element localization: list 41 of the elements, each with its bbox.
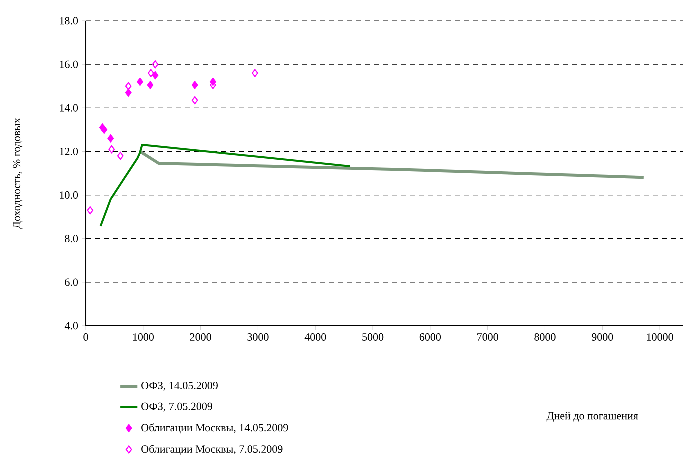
x-tick-label: 2000	[190, 334, 212, 341]
point	[152, 71, 159, 80]
point	[147, 81, 154, 90]
legend-label: ОФЗ, 14.05.2009	[142, 382, 218, 392]
y-tick-label: 6.0	[65, 278, 78, 286]
point	[148, 69, 154, 78]
point	[137, 78, 144, 86]
y-tick-label: 12.0	[60, 148, 78, 156]
point	[125, 88, 132, 97]
x-tick-label: 1000	[133, 334, 154, 341]
x-tick-label: 7000	[478, 334, 498, 341]
legend-label: ОФЗ, 7.05.2009	[142, 402, 212, 412]
x-tick-label: 3000	[248, 334, 269, 341]
y-tick-label: 10.0	[60, 192, 78, 200]
point	[87, 206, 94, 215]
point	[125, 82, 132, 90]
x-tick-label: 6000	[420, 334, 442, 341]
x-tick-label: 8000	[534, 334, 556, 341]
y-tick-label: 4.0	[64, 322, 78, 330]
y-tick-label: 8.0	[65, 235, 78, 243]
x-tick-label: 5000	[362, 334, 384, 341]
point	[252, 69, 258, 78]
point	[108, 134, 114, 143]
y-tick-label: 14.0	[60, 104, 78, 112]
x-tick-label: 9000	[592, 334, 614, 341]
point	[152, 60, 159, 69]
point	[108, 145, 116, 154]
legend-label: Облигации Москвы, 14.05.2009	[142, 424, 288, 434]
y-tick-label: 16.0	[60, 60, 78, 68]
y-axis-title: Доходность, % годовых	[13, 118, 23, 229]
line-series	[138, 150, 646, 180]
x-tick-label: 0	[84, 334, 88, 341]
point	[117, 152, 124, 160]
x-tick-label: 4000	[304, 334, 326, 341]
y-tick-label: 18.0	[60, 17, 78, 25]
x-tick-label: 10000	[647, 334, 674, 341]
legend-label: Облигации Москвы, 7.05.2009	[142, 445, 283, 456]
text: Дней до погашения	[546, 412, 638, 422]
line-series	[100, 144, 352, 228]
point	[192, 81, 198, 90]
point	[192, 96, 198, 105]
